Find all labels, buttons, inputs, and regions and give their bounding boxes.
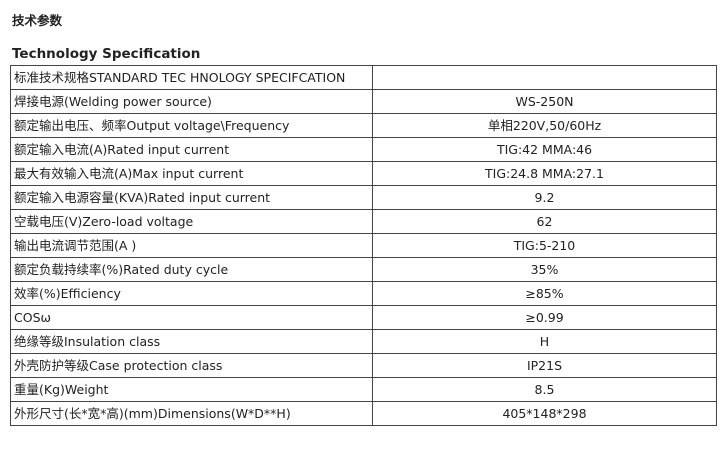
spec-label: 外形尺寸(长*宽*高)(mm)Dimensions(W*D**H): [10, 401, 373, 426]
table-row: 空载电压(V)Zero-load voltage 62: [10, 209, 717, 234]
spec-value: 9.2: [372, 185, 717, 210]
spec-value: 35%: [372, 257, 717, 282]
spec-value: TIG:42 MMA:46: [372, 137, 717, 162]
spec-label: COSω: [10, 305, 373, 330]
table-row: 外形尺寸(长*宽*高)(mm)Dimensions(W*D**H) 405*14…: [10, 401, 717, 426]
spec-value: IP21S: [372, 353, 717, 378]
spec-label: 标准技术规格STANDARD TEC HNOLOGY SPECIFCATION: [10, 65, 373, 90]
table-row: 额定输入电流(A)Rated input current TIG:42 MMA:…: [10, 137, 717, 162]
spec-value: ≥85%: [372, 281, 717, 306]
spec-label: 外壳防护等级Case protection class: [10, 353, 373, 378]
spec-value: WS-250N: [372, 89, 717, 114]
table-row: 绝缘等级Insulation class H: [10, 329, 717, 354]
table-row: COSω ≥0.99: [10, 305, 717, 330]
spec-value: [372, 65, 717, 90]
table-row: 输出电流调节范围(A ) TIG:5-210: [10, 233, 717, 258]
spec-value: 8.5: [372, 377, 717, 402]
spec-label: 输出电流调节范围(A ): [10, 233, 373, 258]
spec-label: 最大有效输入电流(A)Max input current: [10, 161, 373, 186]
section-title-en: Technology Specification: [12, 46, 201, 62]
table-row: 额定输入电源容量(KVA)Rated input current 9.2: [10, 185, 717, 210]
spec-label: 空载电压(V)Zero-load voltage: [10, 209, 373, 234]
table-row: 效率(%)Efficiency ≥85%: [10, 281, 717, 306]
table-row: 焊接电源(Welding power source) WS-250N: [10, 89, 717, 114]
table-row: 额定负载持续率(%)Rated duty cycle 35%: [10, 257, 717, 282]
table-row: 外壳防护等级Case protection class IP21S: [10, 353, 717, 378]
section-title-cn: 技术参数: [12, 13, 63, 28]
spec-label: 绝缘等级Insulation class: [10, 329, 373, 354]
spec-label: 重量(Kg)Weight: [10, 377, 373, 402]
spec-value: TIG:5-210: [372, 233, 717, 258]
spec-label: 焊接电源(Welding power source): [10, 89, 373, 114]
spec-value: ≥0.99: [372, 305, 717, 330]
spec-label: 额定负载持续率(%)Rated duty cycle: [10, 257, 373, 282]
specification-table: 标准技术规格STANDARD TEC HNOLOGY SPECIFCATION …: [10, 65, 717, 426]
specification-table-body: 标准技术规格STANDARD TEC HNOLOGY SPECIFCATION …: [10, 65, 717, 426]
spec-value: H: [372, 329, 717, 354]
spec-value: 62: [372, 209, 717, 234]
spec-label: 额定输入电流(A)Rated input current: [10, 137, 373, 162]
spec-value: 405*148*298: [372, 401, 717, 426]
spec-value: 单相220V,50/60Hz: [372, 113, 717, 138]
table-row: 标准技术规格STANDARD TEC HNOLOGY SPECIFCATION: [10, 65, 717, 90]
table-row: 额定输出电压、频率Output voltage\Frequency 单相220V…: [10, 113, 717, 138]
table-row: 重量(Kg)Weight 8.5: [10, 377, 717, 402]
table-row: 最大有效输入电流(A)Max input current TIG:24.8 MM…: [10, 161, 717, 186]
spec-label: 额定输出电压、频率Output voltage\Frequency: [10, 113, 373, 138]
spec-label: 额定输入电源容量(KVA)Rated input current: [10, 185, 373, 210]
spec-value: TIG:24.8 MMA:27.1: [372, 161, 717, 186]
spec-label: 效率(%)Efficiency: [10, 281, 373, 306]
